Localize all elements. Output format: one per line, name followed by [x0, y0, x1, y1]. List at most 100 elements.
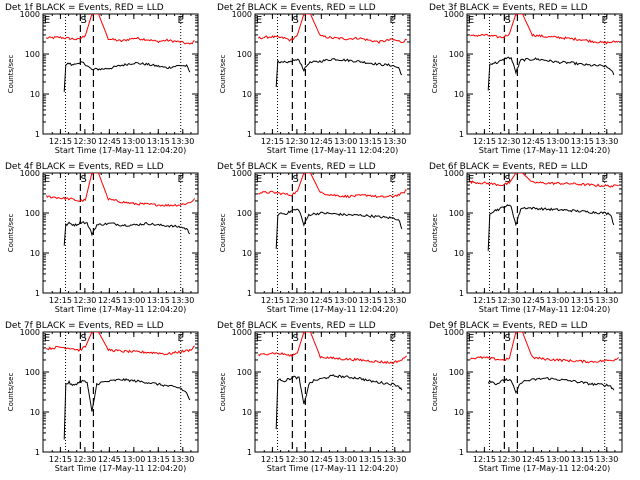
x-tick-label: 13:00	[546, 296, 569, 305]
x-tick-label: 12:45	[522, 455, 545, 464]
y-tick-label: 100	[25, 368, 40, 377]
x-tick-label: 12:30	[73, 296, 96, 305]
plot-frame	[42, 331, 199, 453]
x-tick-label: 13:15	[359, 296, 382, 305]
x-tick-label: 13:30	[595, 137, 618, 146]
panel-title: Det 9f BLACK = Events, RED = LLD	[429, 321, 588, 331]
series-layer	[258, 173, 407, 249]
y-axis-label: Counts/sec	[219, 373, 227, 412]
x-axis-label: Start Time (17-May-11 12:04:20)	[267, 305, 398, 314]
x-tick-label: 12:45	[98, 296, 121, 305]
x-tick-label: 12:15	[261, 296, 284, 305]
y-axis-label: Counts/sec	[219, 214, 227, 253]
y-tick-label: 1	[247, 289, 252, 298]
x-tick-label: 13:30	[171, 455, 194, 464]
events-series-line	[487, 204, 615, 251]
start-marker-label: S	[504, 333, 510, 344]
panel-det-8: Det 8f BLACK = Events, RED = LLD 1 10 100 10…	[217, 321, 411, 473]
lld-series-line	[258, 173, 407, 199]
y-tick-label: 100	[25, 50, 40, 59]
start-marker-label: S	[292, 15, 298, 26]
y-tick-label: 1000	[232, 169, 252, 178]
series-layer	[257, 14, 407, 88]
x-tick-label: 13:00	[334, 296, 357, 305]
y-tick-label: 10	[30, 408, 40, 417]
x-tick-label: 12:30	[285, 137, 308, 146]
panel-det-1: Det 1f BLACK = Events, RED = LLD 1 10 100 10…	[5, 3, 199, 155]
y-tick-label: 1	[35, 130, 40, 139]
panel-det-2: Det 2f BLACK = Events, RED = LLD 1 10 100 10…	[217, 3, 411, 155]
plot-frame	[254, 13, 411, 135]
panel-det-7: Det 7f BLACK = Events, RED = LLD 1 10 100 10…	[5, 321, 199, 473]
x-tick-label: 13:00	[122, 296, 145, 305]
y-tick-label: 1000	[20, 169, 40, 178]
y-tick-label: 100	[449, 50, 464, 59]
panel-title: Det 7f BLACK = Events, RED = LLD	[5, 321, 164, 331]
y-tick-label: 100	[25, 209, 40, 218]
x-tick-label: 12:30	[497, 137, 520, 146]
left-edge-marker-label: E	[256, 333, 262, 344]
x-tick-label: 12:30	[285, 296, 308, 305]
y-tick-label: 100	[449, 209, 464, 218]
y-tick-label: 100	[449, 368, 464, 377]
x-tick-label: 12:30	[285, 455, 308, 464]
x-tick-label: 12:45	[310, 296, 333, 305]
series-layer	[469, 173, 619, 251]
y-axis-label: Counts/sec	[431, 214, 439, 253]
left-edge-marker-label: E	[256, 15, 262, 26]
events-series-line	[275, 374, 403, 430]
y-axis-label: Counts/sec	[7, 373, 15, 412]
plot-frame	[466, 172, 623, 294]
panel-title: Det 6f BLACK = Events, RED = LLD	[429, 162, 588, 172]
series-layer	[46, 14, 195, 92]
x-axis-label: Start Time (17-May-11 12:04:20)	[267, 146, 398, 155]
x-tick-label: 13:15	[359, 455, 382, 464]
left-edge-marker-label: E	[44, 174, 50, 185]
y-tick-label: 1	[459, 130, 464, 139]
start-marker-label: S	[292, 174, 298, 185]
y-tick-label: 1000	[232, 10, 252, 19]
start-marker-label: S	[80, 174, 86, 185]
x-tick-label: 13:00	[122, 455, 145, 464]
series-layer	[45, 173, 196, 246]
series-layer	[469, 14, 620, 91]
y-tick-label: 1	[247, 448, 252, 457]
panel-det-3: Det 3f BLACK = Events, RED = LLD 1 10 100 10…	[429, 3, 623, 155]
lld-series-line	[46, 14, 195, 45]
y-tick-label: 1	[35, 448, 40, 457]
plot-frame	[42, 172, 199, 294]
end-marker-label: E	[178, 333, 184, 344]
x-axis-label: Start Time (17-May-11 12:04:20)	[479, 464, 610, 473]
y-tick-label: 10	[30, 249, 40, 258]
left-edge-marker-label: E	[468, 333, 474, 344]
y-tick-label: 10	[242, 408, 252, 417]
y-axis-label: Counts/sec	[431, 55, 439, 94]
y-tick-label: 10	[242, 249, 252, 258]
start-marker-label: S	[292, 333, 298, 344]
end-marker-label: E	[390, 15, 396, 26]
panel-title: Det 2f BLACK = Events, RED = LLD	[217, 3, 376, 13]
y-tick-label: 1000	[444, 169, 464, 178]
x-tick-label: 12:15	[49, 455, 72, 464]
y-tick-label: 1000	[20, 10, 40, 19]
left-edge-marker-label: E	[468, 15, 474, 26]
start-marker-label: S	[504, 174, 510, 185]
events-series-line	[275, 208, 403, 249]
x-tick-label: 12:15	[49, 296, 72, 305]
x-tick-label: 12:15	[261, 455, 284, 464]
x-axis-label: Start Time (17-May-11 12:04:20)	[55, 464, 186, 473]
panel-det-9: Det 9f BLACK = Events, RED = LLD 1 10 100 10…	[429, 321, 623, 473]
x-tick-label: 12:15	[49, 137, 72, 146]
x-axis-label: Start Time (17-May-11 12:04:20)	[479, 305, 610, 314]
end-marker-label: E	[602, 174, 608, 185]
series-layer	[469, 332, 620, 394]
panel-title: Det 5f BLACK = Events, RED = LLD	[217, 162, 376, 172]
x-tick-label: 13:30	[383, 455, 406, 464]
lld-series-line	[469, 173, 619, 188]
panel-title: Det 3f BLACK = Events, RED = LLD	[429, 3, 588, 13]
plot-frame	[254, 331, 411, 453]
x-tick-label: 12:45	[310, 455, 333, 464]
x-tick-label: 13:00	[546, 137, 569, 146]
x-axis-label: Start Time (17-May-11 12:04:20)	[479, 146, 610, 155]
end-marker-label: E	[602, 15, 608, 26]
